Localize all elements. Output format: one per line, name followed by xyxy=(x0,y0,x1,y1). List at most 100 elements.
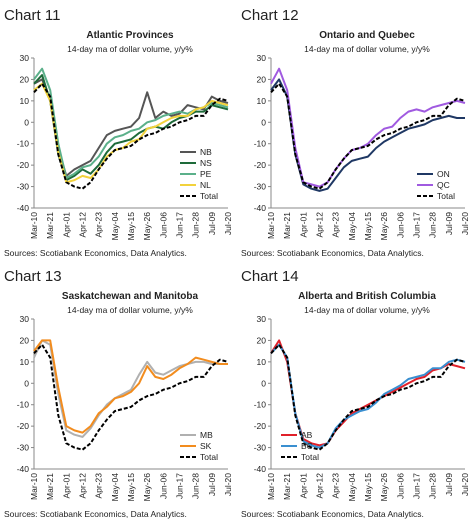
x-tick-label: Jun-06 xyxy=(158,212,168,238)
series-line xyxy=(270,343,466,451)
y-tick-label: 30 xyxy=(20,53,30,63)
legend-label: NB xyxy=(200,147,212,157)
x-tick-label: Jul-20 xyxy=(223,473,233,496)
chart-title: Alberta and British Columbia xyxy=(298,291,436,302)
x-tick-label: May-26 xyxy=(142,473,152,502)
x-tick-label: May-26 xyxy=(379,212,389,241)
x-tick-label: Apr-01 xyxy=(298,473,308,499)
x-tick-label: Mar-21 xyxy=(45,212,55,239)
x-tick-label: Apr-01 xyxy=(61,212,71,238)
x-tick-label: Jul-20 xyxy=(460,473,470,496)
y-tick-label: 10 xyxy=(257,357,267,367)
x-tick-label: Jul-09 xyxy=(207,212,217,235)
x-tick-label: Jun-17 xyxy=(412,473,422,499)
y-tick-label: 30 xyxy=(257,53,267,63)
x-tick-label: Mar-10 xyxy=(266,473,276,500)
x-tick-label: Jun-06 xyxy=(395,212,405,238)
x-tick-label: Mar-21 xyxy=(282,473,292,500)
y-tick-label: 10 xyxy=(20,96,30,106)
x-tick-label: Apr-01 xyxy=(298,212,308,238)
y-tick-label: -40 xyxy=(254,464,267,474)
y-tick-label: -10 xyxy=(17,400,30,410)
legend-label: MB xyxy=(200,430,213,440)
chart-label: Chart 11 xyxy=(4,7,60,24)
y-tick-label: -10 xyxy=(254,400,267,410)
x-tick-label: Apr-12 xyxy=(315,473,325,499)
x-tick-label: Jul-20 xyxy=(223,212,233,235)
x-tick-label: Jun-28 xyxy=(428,473,438,499)
legend-label: Total xyxy=(200,452,218,462)
y-tick-label: -10 xyxy=(17,139,30,149)
legend-label: ON xyxy=(437,169,450,179)
y-tick-label: 30 xyxy=(20,314,30,324)
chart-subtitle: 14-day ma of dollar volume, y/y% xyxy=(304,44,430,54)
x-tick-label: Jun-17 xyxy=(175,473,185,499)
chart-label: Chart 12 xyxy=(241,7,299,24)
series-line xyxy=(270,78,465,192)
series-line xyxy=(270,343,466,449)
y-tick-label: 0 xyxy=(261,378,266,388)
x-tick-label: Jun-17 xyxy=(175,212,185,238)
x-tick-label: May-04 xyxy=(347,212,357,241)
y-tick-label: 20 xyxy=(20,74,30,84)
y-tick-label: 0 xyxy=(24,378,29,388)
legend-label: NL xyxy=(200,180,211,190)
chart-label: Chart 13 xyxy=(4,268,62,285)
series-line xyxy=(270,67,466,188)
y-tick-label: 10 xyxy=(257,96,267,106)
chart-title: Saskatchewan and Manitoba xyxy=(62,291,199,302)
x-tick-label: Jun-17 xyxy=(412,212,422,238)
chart-subtitle: 14-day ma of dollar volume, y/y% xyxy=(67,44,193,54)
x-tick-label: Mar-10 xyxy=(266,212,276,239)
x-tick-label: Jul-09 xyxy=(207,473,217,496)
y-tick-label: -30 xyxy=(254,182,267,192)
x-tick-label: Apr-23 xyxy=(331,473,341,499)
y-tick-label: 0 xyxy=(24,117,29,127)
y-tick-label: -10 xyxy=(254,139,267,149)
x-tick-label: Jun-28 xyxy=(428,212,438,238)
legend-label: Total xyxy=(301,452,319,462)
chart-title: Atlantic Provinces xyxy=(86,30,174,41)
source-note: Sources: Scotiabank Economics, Data Anal… xyxy=(241,248,424,258)
x-tick-label: May-04 xyxy=(347,473,357,502)
source-note: Sources: Scotiabank Economics, Data Anal… xyxy=(4,248,187,258)
x-tick-label: May-15 xyxy=(126,473,136,502)
x-tick-label: Apr-23 xyxy=(94,473,104,499)
x-tick-label: May-26 xyxy=(142,212,152,241)
x-tick-label: Apr-12 xyxy=(78,212,88,238)
x-tick-label: May-04 xyxy=(110,212,120,241)
x-tick-label: Apr-23 xyxy=(331,212,341,238)
x-tick-label: Apr-12 xyxy=(78,473,88,499)
chart-subtitle: 14-day ma of dollar volume, y/y% xyxy=(304,305,430,315)
series-line xyxy=(33,67,229,179)
series-line xyxy=(33,82,229,190)
x-tick-label: Apr-23 xyxy=(94,212,104,238)
x-tick-label: Apr-12 xyxy=(315,212,325,238)
series-line xyxy=(33,339,228,434)
series-line xyxy=(33,82,229,184)
x-tick-label: May-04 xyxy=(110,473,120,502)
x-tick-label: Apr-01 xyxy=(61,473,71,499)
y-tick-label: -30 xyxy=(17,443,30,453)
x-tick-label: Mar-10 xyxy=(29,473,39,500)
x-tick-label: May-26 xyxy=(379,473,389,502)
x-tick-label: Jun-28 xyxy=(191,473,201,499)
legend-label: PE xyxy=(200,169,212,179)
legend-label: AB xyxy=(301,430,313,440)
legend-label: Total xyxy=(437,191,455,201)
x-tick-label: Jun-28 xyxy=(191,212,201,238)
x-tick-label: Mar-21 xyxy=(282,212,292,239)
x-tick-label: Mar-21 xyxy=(45,473,55,500)
series-line xyxy=(270,82,466,190)
y-tick-label: 30 xyxy=(257,314,267,324)
legend-label: SK xyxy=(200,441,212,451)
y-tick-label: 0 xyxy=(261,117,266,127)
x-tick-label: Mar-10 xyxy=(29,212,39,239)
y-tick-label: -30 xyxy=(254,443,267,453)
series-line xyxy=(33,343,229,451)
y-tick-label: -20 xyxy=(254,421,267,431)
chart-label: Chart 14 xyxy=(241,268,299,285)
y-tick-label: -20 xyxy=(17,160,30,170)
legend-label: BC xyxy=(301,441,313,451)
